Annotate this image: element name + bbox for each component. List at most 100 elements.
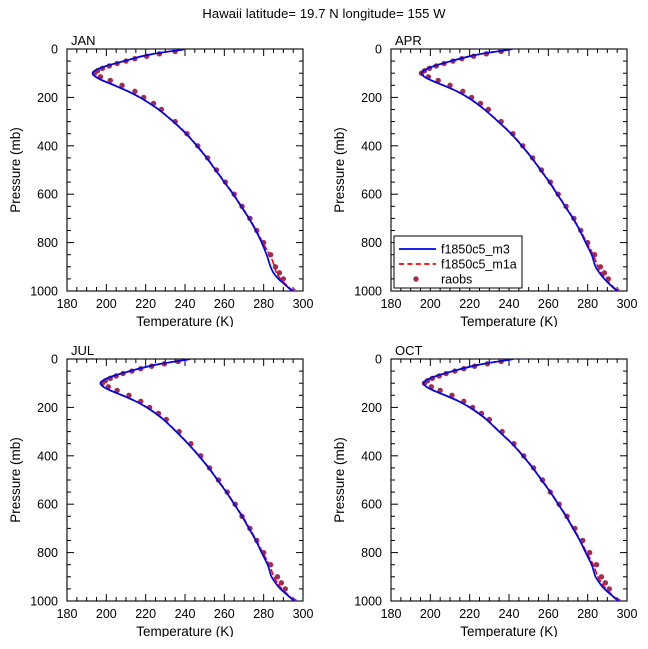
x-tick-label: 260 [538, 607, 559, 621]
series-line-f1850c5_m3 [91, 49, 294, 291]
y-tick-label: 800 [361, 236, 382, 250]
raobs-data-point [597, 264, 604, 270]
x-tick-label: 200 [420, 297, 441, 311]
x-tick-label: 280 [253, 607, 274, 621]
panel-plot-oct: 180 200 220 240 260 280 300 0 200 400 600 800 1000 Te… [332, 343, 638, 637]
x-tick-label: 220 [459, 607, 480, 621]
raobs-data-point [278, 580, 285, 586]
y-tick-label: 400 [361, 449, 382, 463]
y-tick-label: 600 [361, 498, 382, 512]
y-tick-label: 600 [37, 498, 58, 512]
series-line-f1850c5_m3 [420, 49, 619, 291]
panel-plot-jul: 180 200 220 240 260 280 300 0 200 400 600 800 1000 Te… [8, 343, 313, 637]
y-tick-label: 800 [361, 546, 382, 560]
y-tick-label: 400 [37, 139, 58, 153]
panel-month-label: JUL [71, 343, 94, 358]
data-layer [421, 359, 621, 601]
raobs-data-point [114, 387, 120, 394]
legend-label: f1850c5_m1a [441, 258, 517, 272]
x-axis-title: Temperature (K) [136, 314, 234, 327]
raobs-data-point [449, 392, 455, 398]
legend-label: f1850c5_m3 [441, 243, 510, 257]
x-tick-label: 260 [538, 297, 559, 311]
raobs-data-point [435, 77, 441, 84]
panel-jan: 180 200 220 240 260 280 300 0 200 400 600 800 1000 Te… [0, 22, 324, 327]
y-axis-title: Pressure (mb) [8, 127, 23, 213]
y-tick-label: 200 [361, 401, 382, 415]
x-tick-label: 260 [214, 607, 235, 621]
y-axis-title: Pressure (mb) [332, 127, 347, 213]
x-tick-label: 240 [175, 607, 196, 621]
raobs-data-point [276, 270, 283, 276]
x-tick-label: 180 [381, 607, 402, 621]
raobs-data-point [126, 392, 132, 398]
y-tick-label: 200 [361, 91, 382, 105]
raobs-data-point [447, 82, 453, 88]
plot-frame [66, 48, 304, 292]
raobs-data-point [601, 270, 608, 276]
y-tick-label: 0 [375, 43, 382, 57]
x-tick-label: 220 [135, 297, 156, 311]
raobs-data-point [267, 562, 274, 568]
y-tick-label: 800 [37, 236, 58, 250]
x-tick-label: 180 [381, 297, 402, 311]
y-tick-label: 800 [37, 546, 58, 560]
x-tick-label: 200 [96, 607, 117, 621]
raobs-data-point [119, 82, 125, 88]
series-line-f1850c5_m3 [99, 359, 295, 601]
raobs-data-point [593, 562, 600, 568]
raobs-data-point [602, 580, 609, 586]
x-tick-label: 240 [499, 297, 520, 311]
y-tick-label: 1000 [354, 285, 382, 299]
x-tick-label: 220 [459, 297, 480, 311]
figure-title: Hawaii latitude= 19.7 N longitude= 155 W [202, 6, 446, 21]
data-layer [418, 49, 620, 291]
x-tick-label: 280 [577, 297, 598, 311]
y-axis-title: Pressure (mb) [8, 437, 23, 523]
raobs-data-point [272, 264, 279, 270]
panel-apr: 180 200 220 240 260 280 300 0 200 400 600 800 1000 Te… [324, 22, 648, 327]
y-tick-label: 600 [361, 188, 382, 202]
x-axis-title: Temperature (K) [460, 314, 558, 327]
raobs-data-point [280, 276, 287, 282]
raobs-data-point [274, 574, 281, 580]
x-tick-label: 180 [57, 607, 78, 621]
x-tick-label: 200 [420, 607, 441, 621]
y-tick-label: 200 [37, 401, 58, 415]
x-tick-label: 300 [617, 607, 638, 621]
panel-month-label: OCT [395, 343, 423, 358]
x-tick-label: 240 [175, 297, 196, 311]
raobs-data-point [132, 88, 138, 95]
x-tick-label: 220 [135, 607, 156, 621]
raobs-data-point [267, 252, 274, 258]
legend-swatch-marker-dot [413, 276, 419, 282]
y-tick-label: 200 [37, 91, 58, 105]
y-tick-label: 0 [51, 43, 58, 57]
y-tick-label: 1000 [30, 595, 58, 609]
y-tick-label: 1000 [354, 595, 382, 609]
raobs-data-point [591, 252, 598, 258]
x-tick-label: 300 [617, 297, 638, 311]
x-axis-title: Temperature (K) [136, 624, 234, 637]
x-tick-label: 300 [293, 297, 314, 311]
panel-jul: 180 200 220 240 260 280 300 0 200 400 600 800 1000 Te… [0, 332, 324, 637]
y-tick-label: 0 [375, 353, 382, 367]
x-tick-label: 240 [499, 607, 520, 621]
raobs-data-point [598, 574, 605, 580]
series-line-f1850c5_m3 [422, 359, 619, 601]
panel-month-label: APR [395, 33, 422, 48]
y-tick-label: 1000 [30, 285, 58, 299]
y-tick-label: 400 [37, 449, 58, 463]
y-tick-label: 0 [51, 353, 58, 367]
raobs-data-point [437, 387, 443, 394]
raobs-data-point [107, 77, 113, 84]
y-tick-label: 400 [361, 139, 382, 153]
data-layer [99, 359, 297, 601]
x-axis-title: Temperature (K) [460, 624, 558, 637]
raobs-data-point [282, 586, 288, 592]
panel-month-label: JAN [71, 33, 96, 48]
x-tick-label: 260 [214, 297, 235, 311]
x-tick-label: 180 [57, 297, 78, 311]
